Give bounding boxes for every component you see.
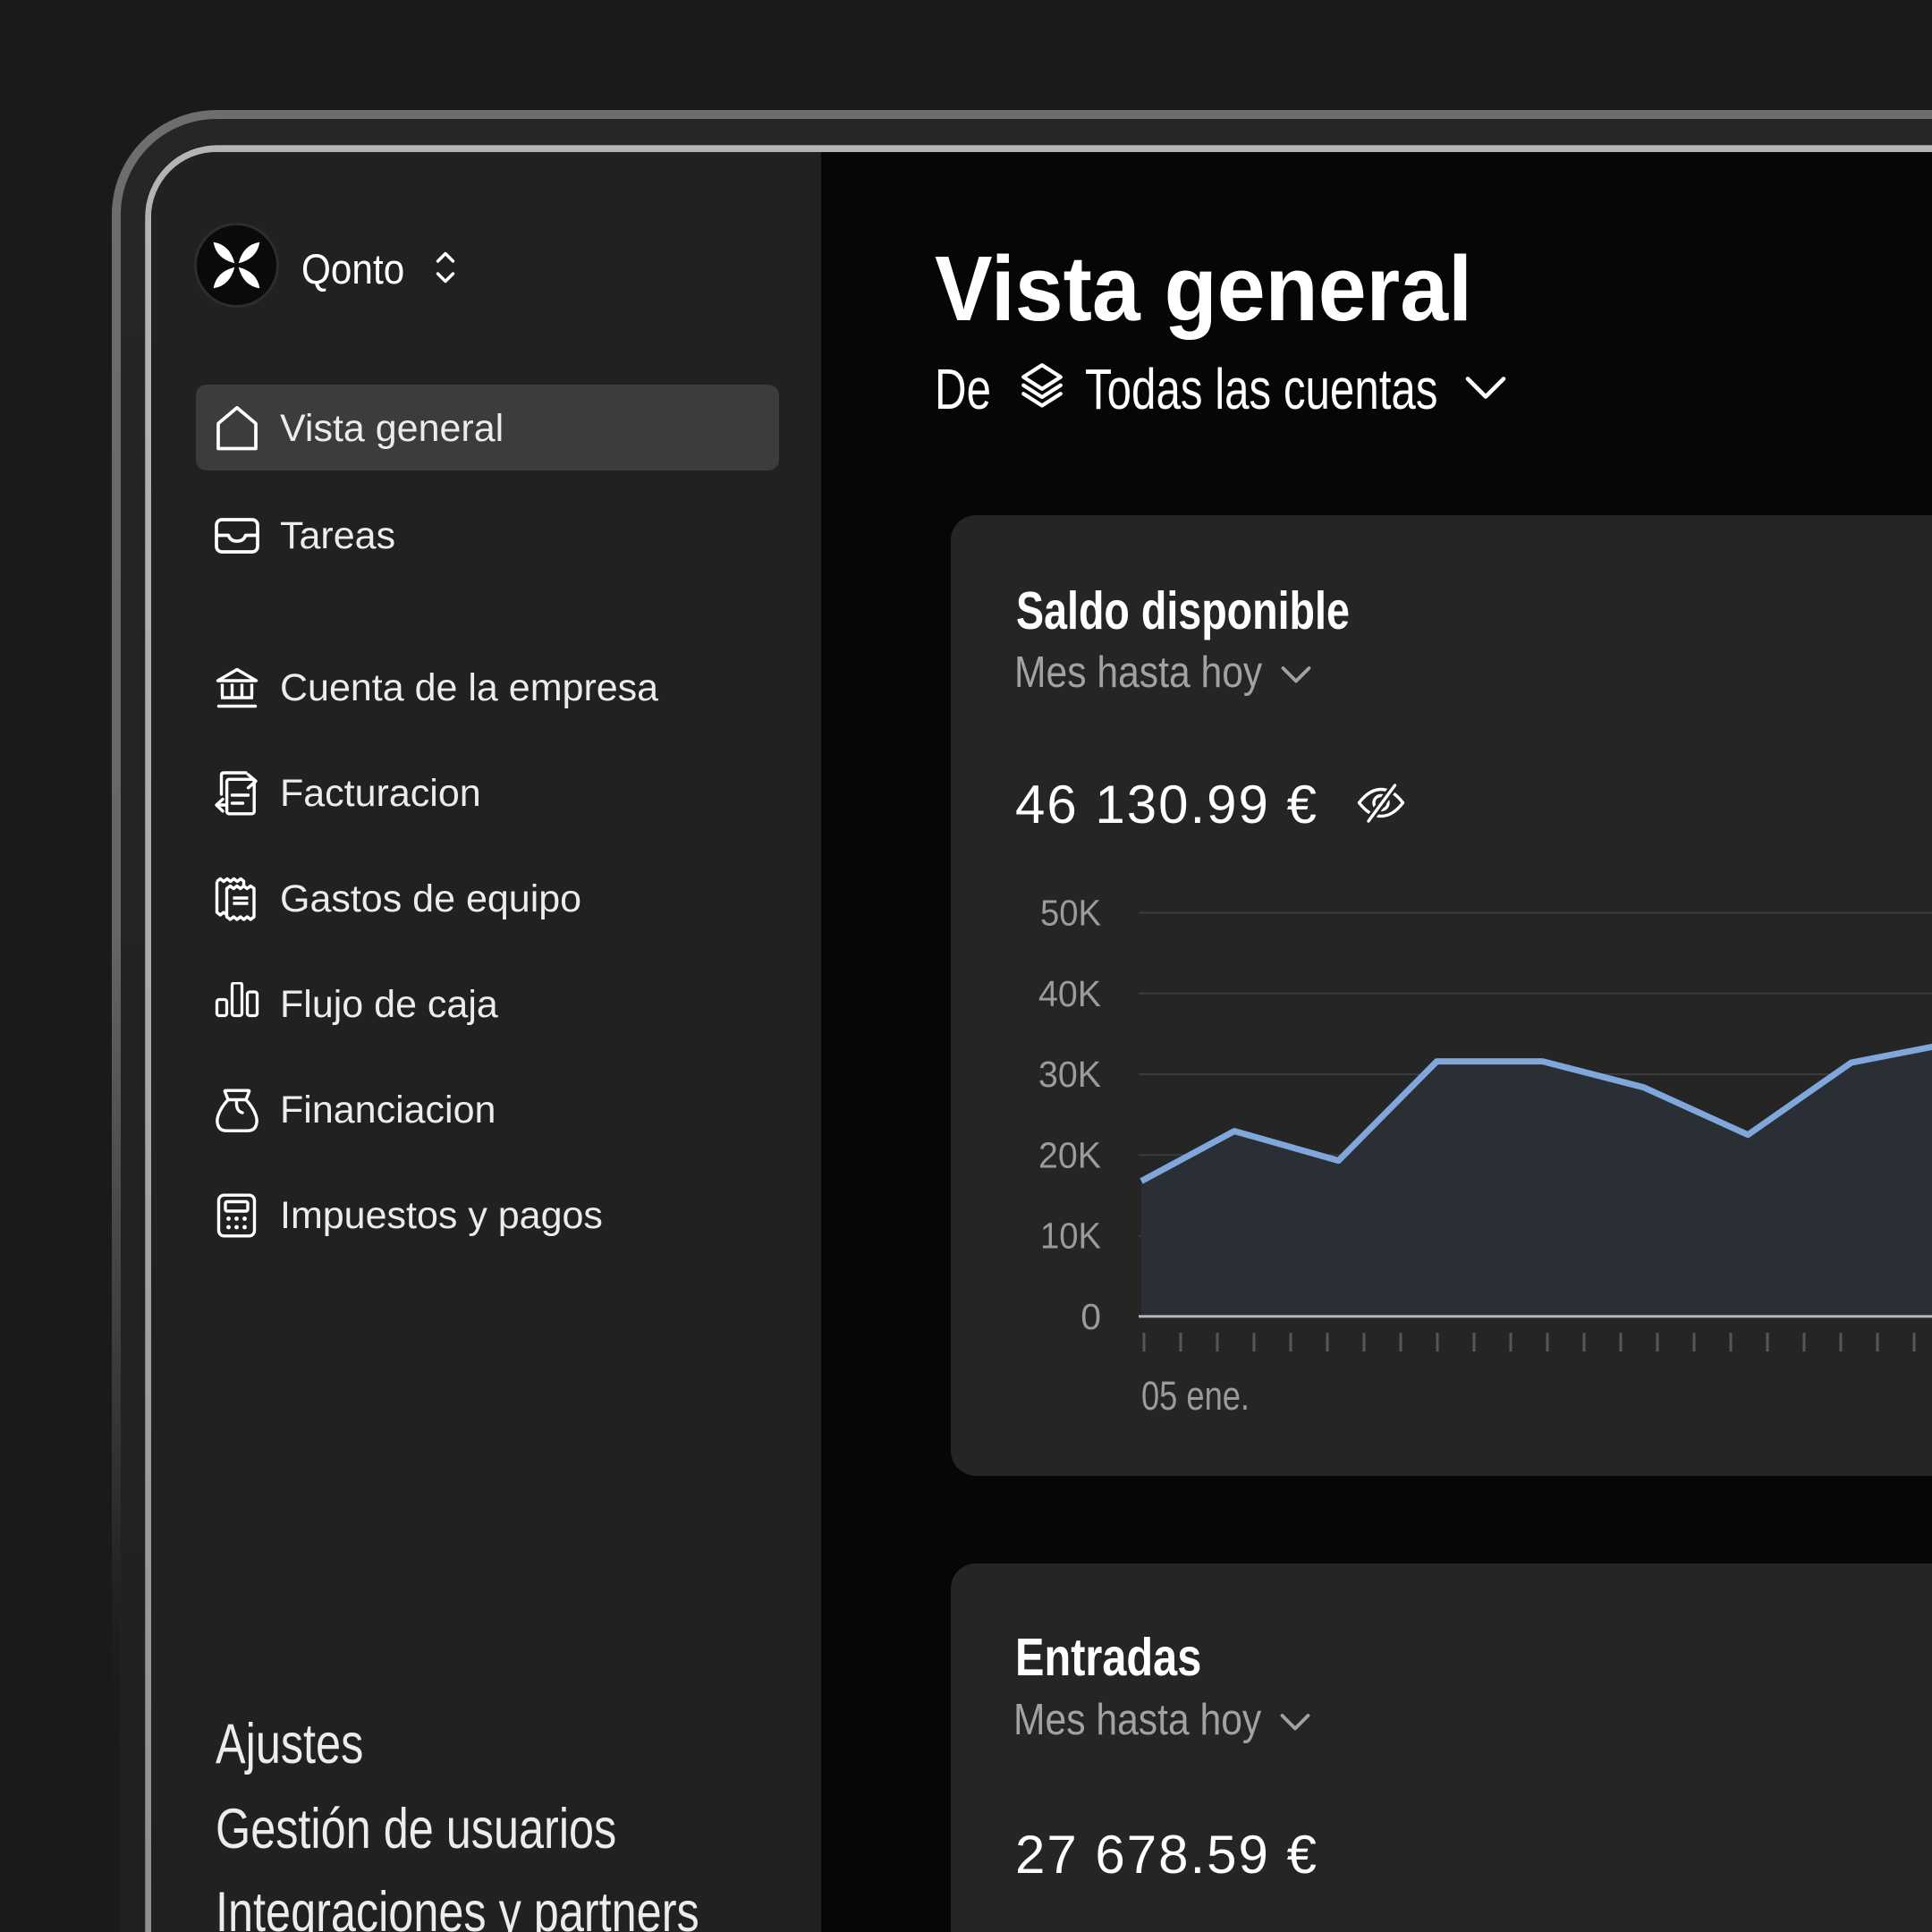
svg-text:40K: 40K [1038, 973, 1101, 1014]
svg-text:30K: 30K [1038, 1054, 1101, 1095]
svg-text:05 ene.: 05 ene. [1141, 1373, 1250, 1419]
svg-text:10K: 10K [1040, 1216, 1101, 1257]
svg-text:20K: 20K [1038, 1134, 1101, 1175]
svg-text:50K: 50K [1040, 893, 1101, 934]
svg-text:0: 0 [1080, 1296, 1101, 1337]
